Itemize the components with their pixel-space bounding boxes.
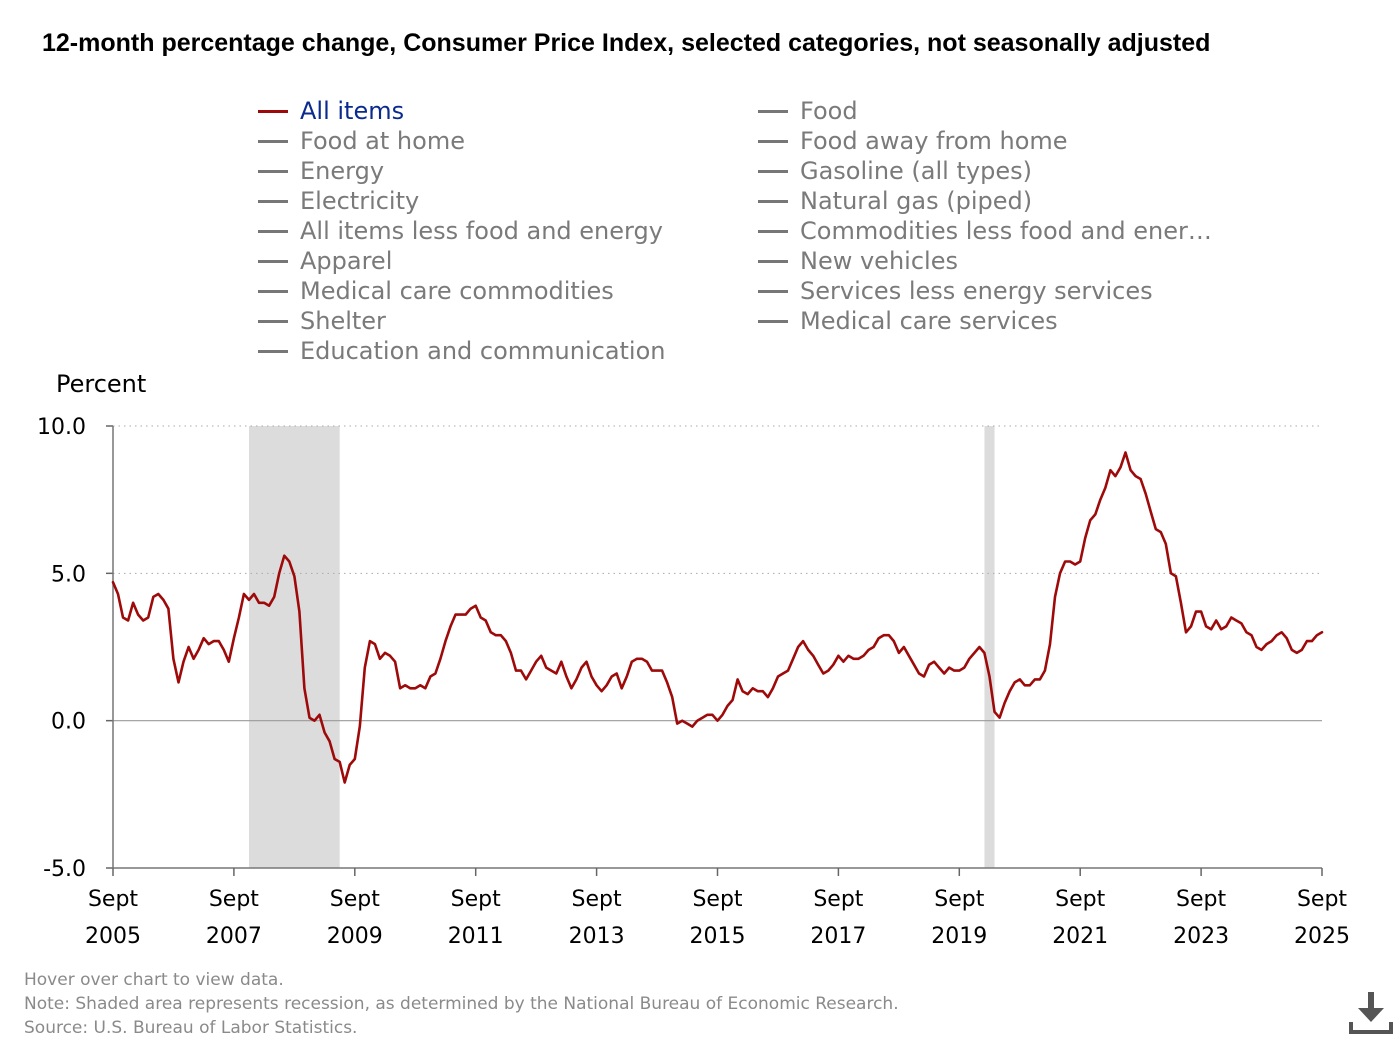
legend-swatch <box>258 289 288 293</box>
download-button[interactable] <box>1346 990 1396 1038</box>
legend-swatch <box>758 289 788 293</box>
x-tick-label-year: 2013 <box>569 924 625 949</box>
legend-label: Commodities less food and ener… <box>800 217 1212 245</box>
x-tick-label-month: Sept <box>1176 887 1226 912</box>
legend-label: Services less energy services <box>800 277 1153 305</box>
legend-item-gasoline-all-types[interactable]: Gasoline (all types) <box>758 156 1032 186</box>
legend-label: New vehicles <box>800 247 958 275</box>
download-icon <box>1349 992 1393 1034</box>
legend-swatch <box>258 349 288 353</box>
legend-item-all-items-less-food-and-energy[interactable]: All items less food and energy <box>258 216 663 246</box>
recession-shading <box>249 426 995 868</box>
legend-label: Electricity <box>300 187 420 215</box>
legend-item-medical-care-services[interactable]: Medical care services <box>758 306 1058 336</box>
y-tick-label: -5.0 <box>43 857 86 882</box>
x-tick-label-year: 2005 <box>85 924 141 949</box>
x-tick-label-month: Sept <box>572 887 622 912</box>
legend-label: Education and communication <box>300 337 666 365</box>
legend-item-apparel[interactable]: Apparel <box>258 246 392 276</box>
legend-swatch <box>758 199 788 203</box>
x-tick-label-year: 2009 <box>327 924 383 949</box>
legend-label: Energy <box>300 157 385 185</box>
legend-label: Medical care services <box>800 307 1058 335</box>
x-tick-label-month: Sept <box>1055 887 1105 912</box>
legend-item-natural-gas-piped[interactable]: Natural gas (piped) <box>758 186 1032 216</box>
x-tick-label-year: 2021 <box>1052 924 1108 949</box>
recession-band <box>984 426 995 868</box>
legend-label: Apparel <box>300 247 393 275</box>
legend-item-shelter[interactable]: Shelter <box>258 306 386 336</box>
legend-swatch <box>758 319 788 323</box>
legend-label: Gasoline (all types) <box>800 157 1032 185</box>
x-tick-label-year: 2019 <box>931 924 987 949</box>
line-chart[interactable]: -5.0 0.0 5.0 10.0 Sept 2005 Sept 2007 Sept 2009 Se… <box>0 0 1400 960</box>
legend-item-food-at-home[interactable]: Food at home <box>258 126 465 156</box>
x-tick-label-year: 2025 <box>1294 924 1350 949</box>
legend-label: Food <box>800 97 858 125</box>
legend-swatch <box>258 229 288 233</box>
legend-label: Shelter <box>300 307 386 335</box>
x-tick-label-year: 2011 <box>448 924 504 949</box>
legend-swatch <box>258 259 288 263</box>
x-tick-label-month: Sept <box>209 887 259 912</box>
x-tick-label-year: 2017 <box>810 924 866 949</box>
x-tick-label-month: Sept <box>451 887 501 912</box>
recession-note: Note: Shaded area represents recession, … <box>24 994 899 1014</box>
legend-item-medical-care-commodities[interactable]: Medical care commodities <box>258 276 614 306</box>
legend-swatch <box>758 139 788 143</box>
y-axis-label: Percent <box>56 370 147 398</box>
x-tick-label-year: 2023 <box>1173 924 1229 949</box>
x-tick-label-month: Sept <box>934 887 984 912</box>
x-tick-label-year: 2007 <box>206 924 262 949</box>
legend-swatch <box>758 109 788 113</box>
y-tick-label: 10.0 <box>37 415 86 440</box>
x-tick-label-month: Sept <box>1297 887 1347 912</box>
x-tick-label-month: Sept <box>88 887 138 912</box>
legend-label: Natural gas (piped) <box>800 187 1033 215</box>
legend-item-commodities-less-food-and-energy[interactable]: Commodities less food and ener… <box>758 216 1212 246</box>
legend-label: Food away from home <box>800 127 1068 155</box>
legend-label: Medical care commodities <box>300 277 614 305</box>
legend-item-energy[interactable]: Energy <box>258 156 384 186</box>
legend-swatch <box>758 229 788 233</box>
recession-band <box>249 426 340 868</box>
source-note: Source: U.S. Bureau of Labor Statistics. <box>24 1018 358 1038</box>
legend-swatch <box>758 169 788 173</box>
y-tick-label: 5.0 <box>51 562 86 587</box>
legend-swatch <box>258 139 288 143</box>
legend-item-education-and-communication[interactable]: Education and communication <box>258 336 666 366</box>
legend-label: All items less food and energy <box>300 217 663 245</box>
legend: All items Food at home Energy Electricit… <box>0 96 1400 371</box>
legend-swatch <box>258 199 288 203</box>
legend-swatch <box>258 169 288 173</box>
legend-label: Food at home <box>300 127 465 155</box>
chart-title: 12-month percentage change, Consumer Pri… <box>42 29 1211 57</box>
x-tick-label-month: Sept <box>330 887 380 912</box>
axes: -5.0 0.0 5.0 10.0 Sept 2005 Sept 2007 Sept 2009 Se… <box>37 415 1350 949</box>
legend-swatch <box>258 319 288 323</box>
legend-item-new-vehicles[interactable]: New vehicles <box>758 246 958 276</box>
x-tick-label-year: 2015 <box>690 924 746 949</box>
legend-swatch <box>758 259 788 263</box>
legend-item-services-less-energy-services[interactable]: Services less energy services <box>758 276 1153 306</box>
legend-item-food-away-from-home[interactable]: Food away from home <box>758 126 1068 156</box>
x-tick-label-month: Sept <box>813 887 863 912</box>
legend-swatch <box>258 109 288 113</box>
legend-item-food[interactable]: Food <box>758 96 858 126</box>
x-tick-label-month: Sept <box>692 887 742 912</box>
legend-item-all-items[interactable]: All items <box>258 96 404 126</box>
legend-label: All items <box>300 97 405 125</box>
series-line-all-items[interactable] <box>111 451 1324 784</box>
series-layer[interactable] <box>111 451 1324 784</box>
y-tick-label: 0.0 <box>51 710 86 735</box>
footnotes: Hover over chart to view data. Note: Sha… <box>24 968 899 1040</box>
hover-hint: Hover over chart to view data. <box>24 970 284 990</box>
legend-item-electricity[interactable]: Electricity <box>258 186 419 216</box>
